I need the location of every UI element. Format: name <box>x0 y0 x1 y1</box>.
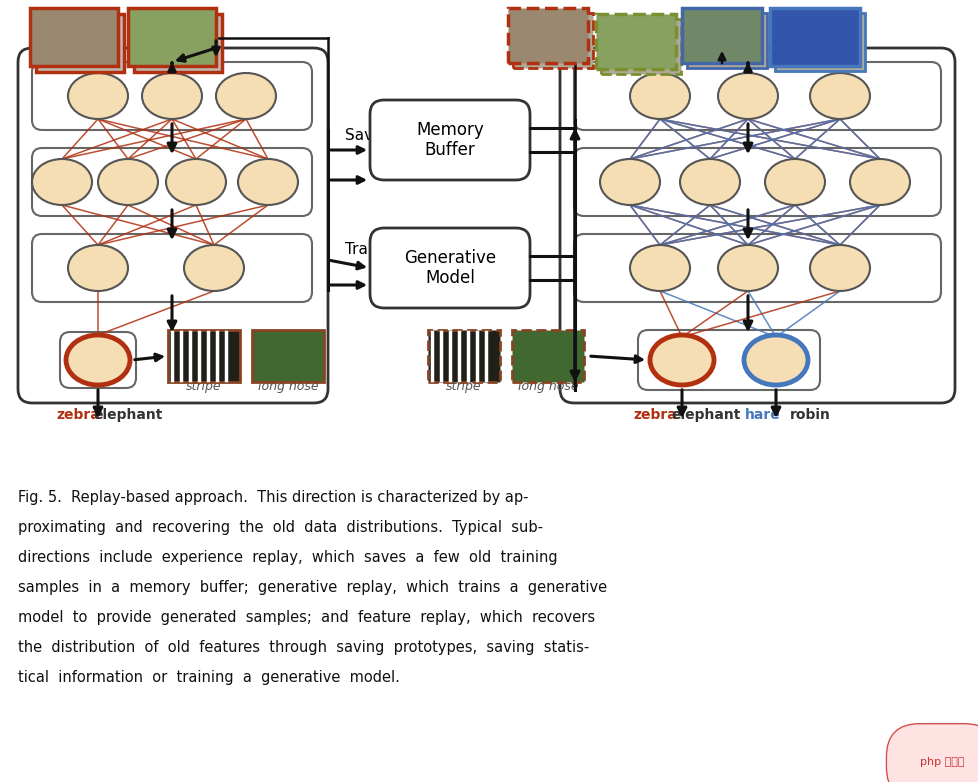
Ellipse shape <box>717 245 778 291</box>
FancyBboxPatch shape <box>573 234 940 302</box>
Bar <box>770 8 859 66</box>
FancyBboxPatch shape <box>32 148 312 216</box>
Text: proximating  and  recovering  the  old  data  distributions.  Typical  sub-: proximating and recovering the old data … <box>18 520 543 535</box>
Bar <box>508 8 588 63</box>
Bar <box>427 330 500 382</box>
Bar <box>134 14 222 72</box>
Bar <box>511 330 584 382</box>
Text: Replay: Replay <box>580 232 632 247</box>
Text: Generative
Model: Generative Model <box>404 249 496 288</box>
Text: the  distribution  of  old  features  through  saving  prototypes,  saving  stat: the distribution of old features through… <box>18 640 589 655</box>
Text: elephant: elephant <box>671 408 740 422</box>
Ellipse shape <box>600 159 659 205</box>
Ellipse shape <box>743 335 807 385</box>
Ellipse shape <box>630 245 689 291</box>
Ellipse shape <box>166 159 226 205</box>
Text: stripe: stripe <box>186 380 222 393</box>
Text: tical  information  or  training  a  generative  model.: tical information or training a generati… <box>18 670 399 685</box>
FancyBboxPatch shape <box>370 100 529 180</box>
Ellipse shape <box>32 159 92 205</box>
Ellipse shape <box>67 73 128 119</box>
Text: directions  include  experience  replay,  which  saves  a  few  old  training: directions include experience replay, wh… <box>18 550 557 565</box>
Bar <box>512 13 593 68</box>
Text: Memory
Buffer: Memory Buffer <box>416 120 483 160</box>
Ellipse shape <box>764 159 824 205</box>
Bar <box>30 8 118 66</box>
FancyBboxPatch shape <box>559 48 954 403</box>
Ellipse shape <box>238 159 297 205</box>
FancyBboxPatch shape <box>573 148 940 216</box>
Bar <box>168 330 240 382</box>
Text: elephant: elephant <box>93 408 162 422</box>
FancyBboxPatch shape <box>32 62 312 130</box>
Text: robin: robin <box>788 408 829 422</box>
Ellipse shape <box>809 245 869 291</box>
Ellipse shape <box>142 73 201 119</box>
FancyBboxPatch shape <box>638 330 820 390</box>
Bar <box>36 14 124 72</box>
Text: Fig. 5.  Replay-based approach.  This direction is characterized by ap-: Fig. 5. Replay-based approach. This dire… <box>18 490 528 505</box>
Bar <box>251 330 324 382</box>
Text: long nose: long nose <box>517 380 578 393</box>
FancyBboxPatch shape <box>370 228 529 308</box>
Ellipse shape <box>717 73 778 119</box>
Text: php 中文网: php 中文网 <box>918 757 963 767</box>
Ellipse shape <box>849 159 910 205</box>
Text: Train: Train <box>344 242 381 257</box>
Text: hare: hare <box>744 408 780 422</box>
Text: samples  in  a  memory  buffer;  generative  replay,  which  trains  a  generati: samples in a memory buffer; generative r… <box>18 580 606 595</box>
Bar <box>682 8 761 63</box>
FancyBboxPatch shape <box>573 62 940 130</box>
Bar <box>600 19 681 74</box>
Ellipse shape <box>67 245 128 291</box>
FancyBboxPatch shape <box>18 48 328 403</box>
Text: stripe: stripe <box>446 380 481 393</box>
Bar <box>775 13 865 71</box>
Text: Save: Save <box>344 127 382 142</box>
Ellipse shape <box>98 159 157 205</box>
Bar <box>128 8 216 66</box>
Text: zebra: zebra <box>633 408 676 422</box>
Ellipse shape <box>184 245 244 291</box>
Bar <box>687 13 766 68</box>
Ellipse shape <box>630 73 689 119</box>
Text: model  to  provide  generated  samples;  and  feature  replay,  which  recovers: model to provide generated samples; and … <box>18 610 595 625</box>
FancyBboxPatch shape <box>60 332 136 388</box>
Ellipse shape <box>809 73 869 119</box>
Ellipse shape <box>680 159 739 205</box>
Ellipse shape <box>216 73 276 119</box>
Text: long nose: long nose <box>257 380 318 393</box>
FancyBboxPatch shape <box>32 234 312 302</box>
Ellipse shape <box>649 335 713 385</box>
Bar <box>596 14 676 69</box>
Ellipse shape <box>66 335 130 385</box>
Text: zebra: zebra <box>56 408 100 422</box>
